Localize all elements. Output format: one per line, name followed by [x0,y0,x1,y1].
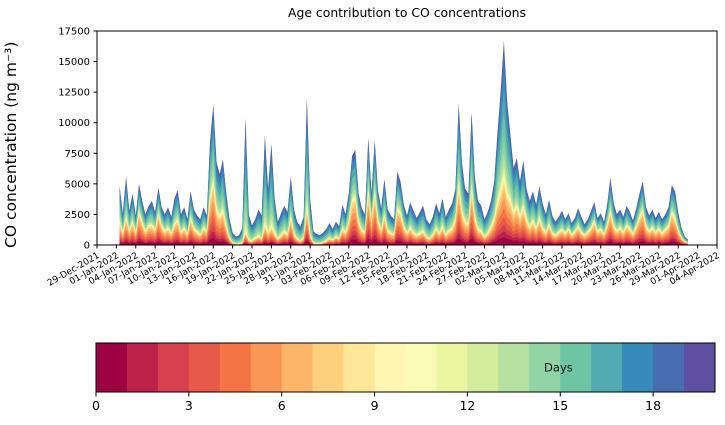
colorbar-segment [343,343,376,392]
colorbar: 0 3 6 9 12 15 18 Days [92,342,716,413]
colorbar-tick-label: 15 [552,398,568,413]
colorbar-segment [374,343,406,392]
y-tick-label: 10000 [58,118,90,129]
colorbar-tick-label: 6 [278,398,286,413]
y-tick-label: 17500 [58,27,90,38]
colorbar-segment [560,343,592,392]
y-tick-label: 2500 [65,210,90,221]
colorbar-segment [467,343,499,392]
colorbar-segment [622,343,654,392]
colorbar-tick-label: 9 [371,398,379,413]
y-tick-label: 0 [84,241,90,252]
colorbar-label: Days [544,361,573,375]
colorbar-segment [436,343,468,392]
colorbar-frame [95,342,716,393]
colorbar-segment [312,343,345,392]
colorbar-segment [684,343,716,392]
colorbar-tick-label: 12 [459,398,475,413]
colorbar-segment [405,343,437,392]
colorbar-tick-label: 3 [185,398,193,413]
y-tick-label: 7500 [65,149,90,160]
chart-title: Age contribution to CO concentrations [288,5,526,20]
y-axis-label: CO concentration (ng m⁻³) [2,41,20,249]
colorbar-tick-label: 18 [645,398,661,413]
colorbar-segment [219,343,252,392]
y-tick-label: 12500 [58,88,90,99]
colorbar-segment [126,343,159,392]
colorbar-segment [653,343,685,392]
colorbar-segment [591,343,623,392]
colorbar-segment [529,343,561,392]
stacked-area-layers [119,40,688,245]
age-layer-0 [119,237,688,245]
colorbar-segment [96,343,128,392]
colorbar-tick-label: 0 [92,398,100,413]
colorbar-segment [281,343,314,392]
colorbar-segment [157,343,190,392]
y-tick-label: 5000 [65,179,90,190]
colorbar-segment [498,343,530,392]
y-tick-label: 15000 [58,57,90,68]
colorbar-segment [188,343,221,392]
colorbar-segment [250,343,283,392]
